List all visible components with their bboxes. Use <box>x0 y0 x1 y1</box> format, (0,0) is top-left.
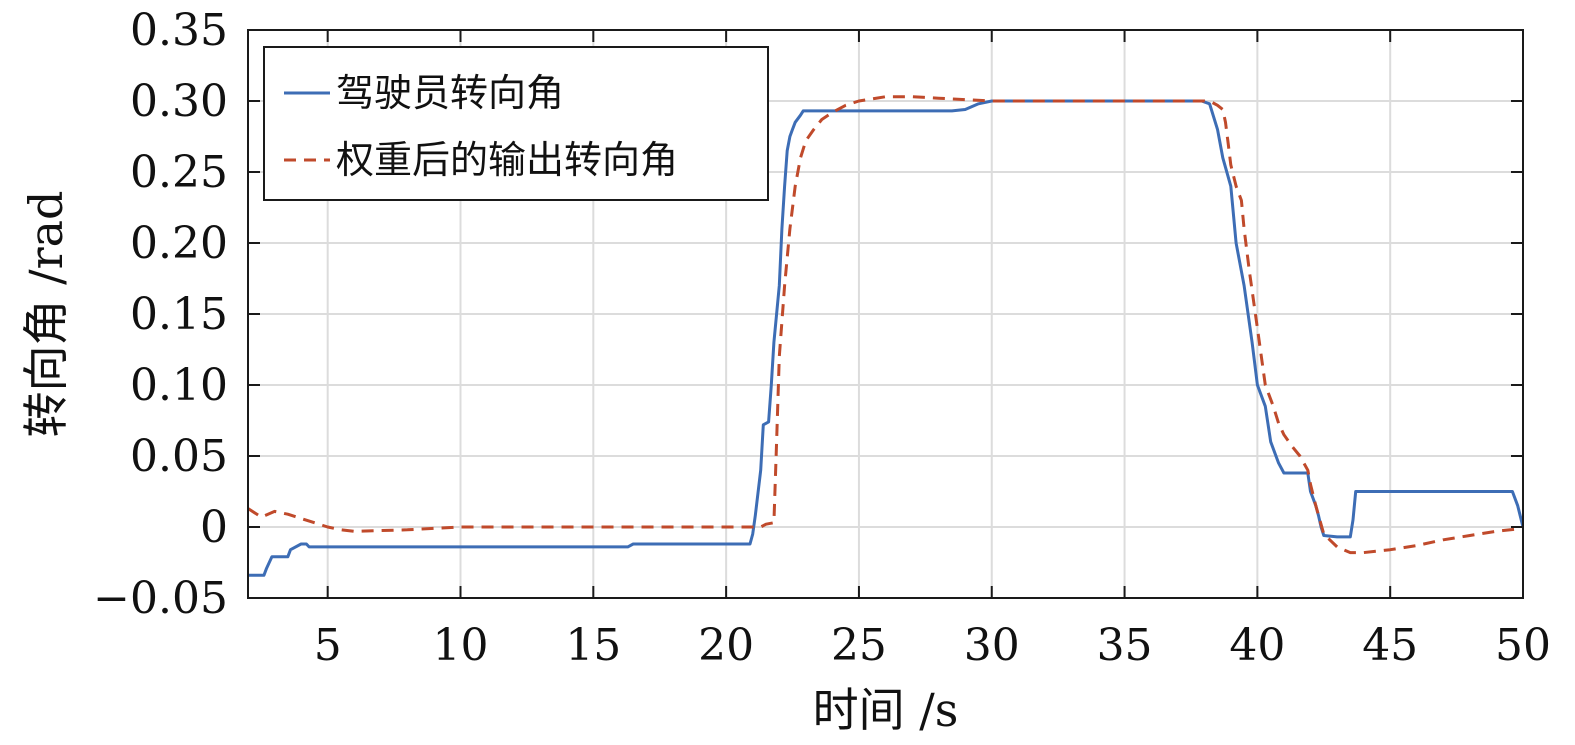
y-tick-label: 0.15 <box>130 289 228 340</box>
series-layer <box>248 95 1523 577</box>
y-tick-label: 0.10 <box>130 360 228 411</box>
y-axis-label: 转向角 /rad <box>19 191 73 438</box>
x-axis-label: 时间 /s <box>813 683 959 737</box>
legend-box <box>263 46 769 201</box>
y-tick-label: 0.35 <box>130 5 228 56</box>
x-tick-label: 35 <box>1097 620 1153 671</box>
x-tick-label: 25 <box>831 620 887 671</box>
x-tick-label: 15 <box>565 620 621 671</box>
y-tick-label: −0.05 <box>93 573 228 624</box>
y-tick-label: 0.05 <box>130 431 228 482</box>
legend-label-weighted-output-angle: 权重后的输出转向角 <box>336 138 678 182</box>
y-tick-label: 0.30 <box>130 76 228 127</box>
y-tick-label: 0.25 <box>130 147 228 198</box>
x-tick-label: 45 <box>1362 620 1418 671</box>
legend: 驾驶员转向角 权重后的输出转向角 <box>263 46 769 201</box>
ticks <box>248 29 1524 599</box>
x-tick-label: 10 <box>433 620 489 671</box>
x-tick-label: 40 <box>1229 620 1285 671</box>
tick-labels: 5 10 15 20 25 30 35 40 45 50 −0.05 0 0.05 0.10 0.15 0.2… <box>93 5 1551 671</box>
x-tick-label: 20 <box>698 620 754 671</box>
series-line-weighted-output-angle <box>248 95 1523 555</box>
y-tick-label: 0 <box>200 502 228 553</box>
legend-label-driver-angle: 驾驶员转向角 <box>336 71 564 115</box>
x-tick-label: 50 <box>1495 620 1551 671</box>
y-tick-label: 0.20 <box>130 218 228 269</box>
x-tick-label: 30 <box>964 620 1020 671</box>
x-tick-label: 5 <box>314 620 342 671</box>
